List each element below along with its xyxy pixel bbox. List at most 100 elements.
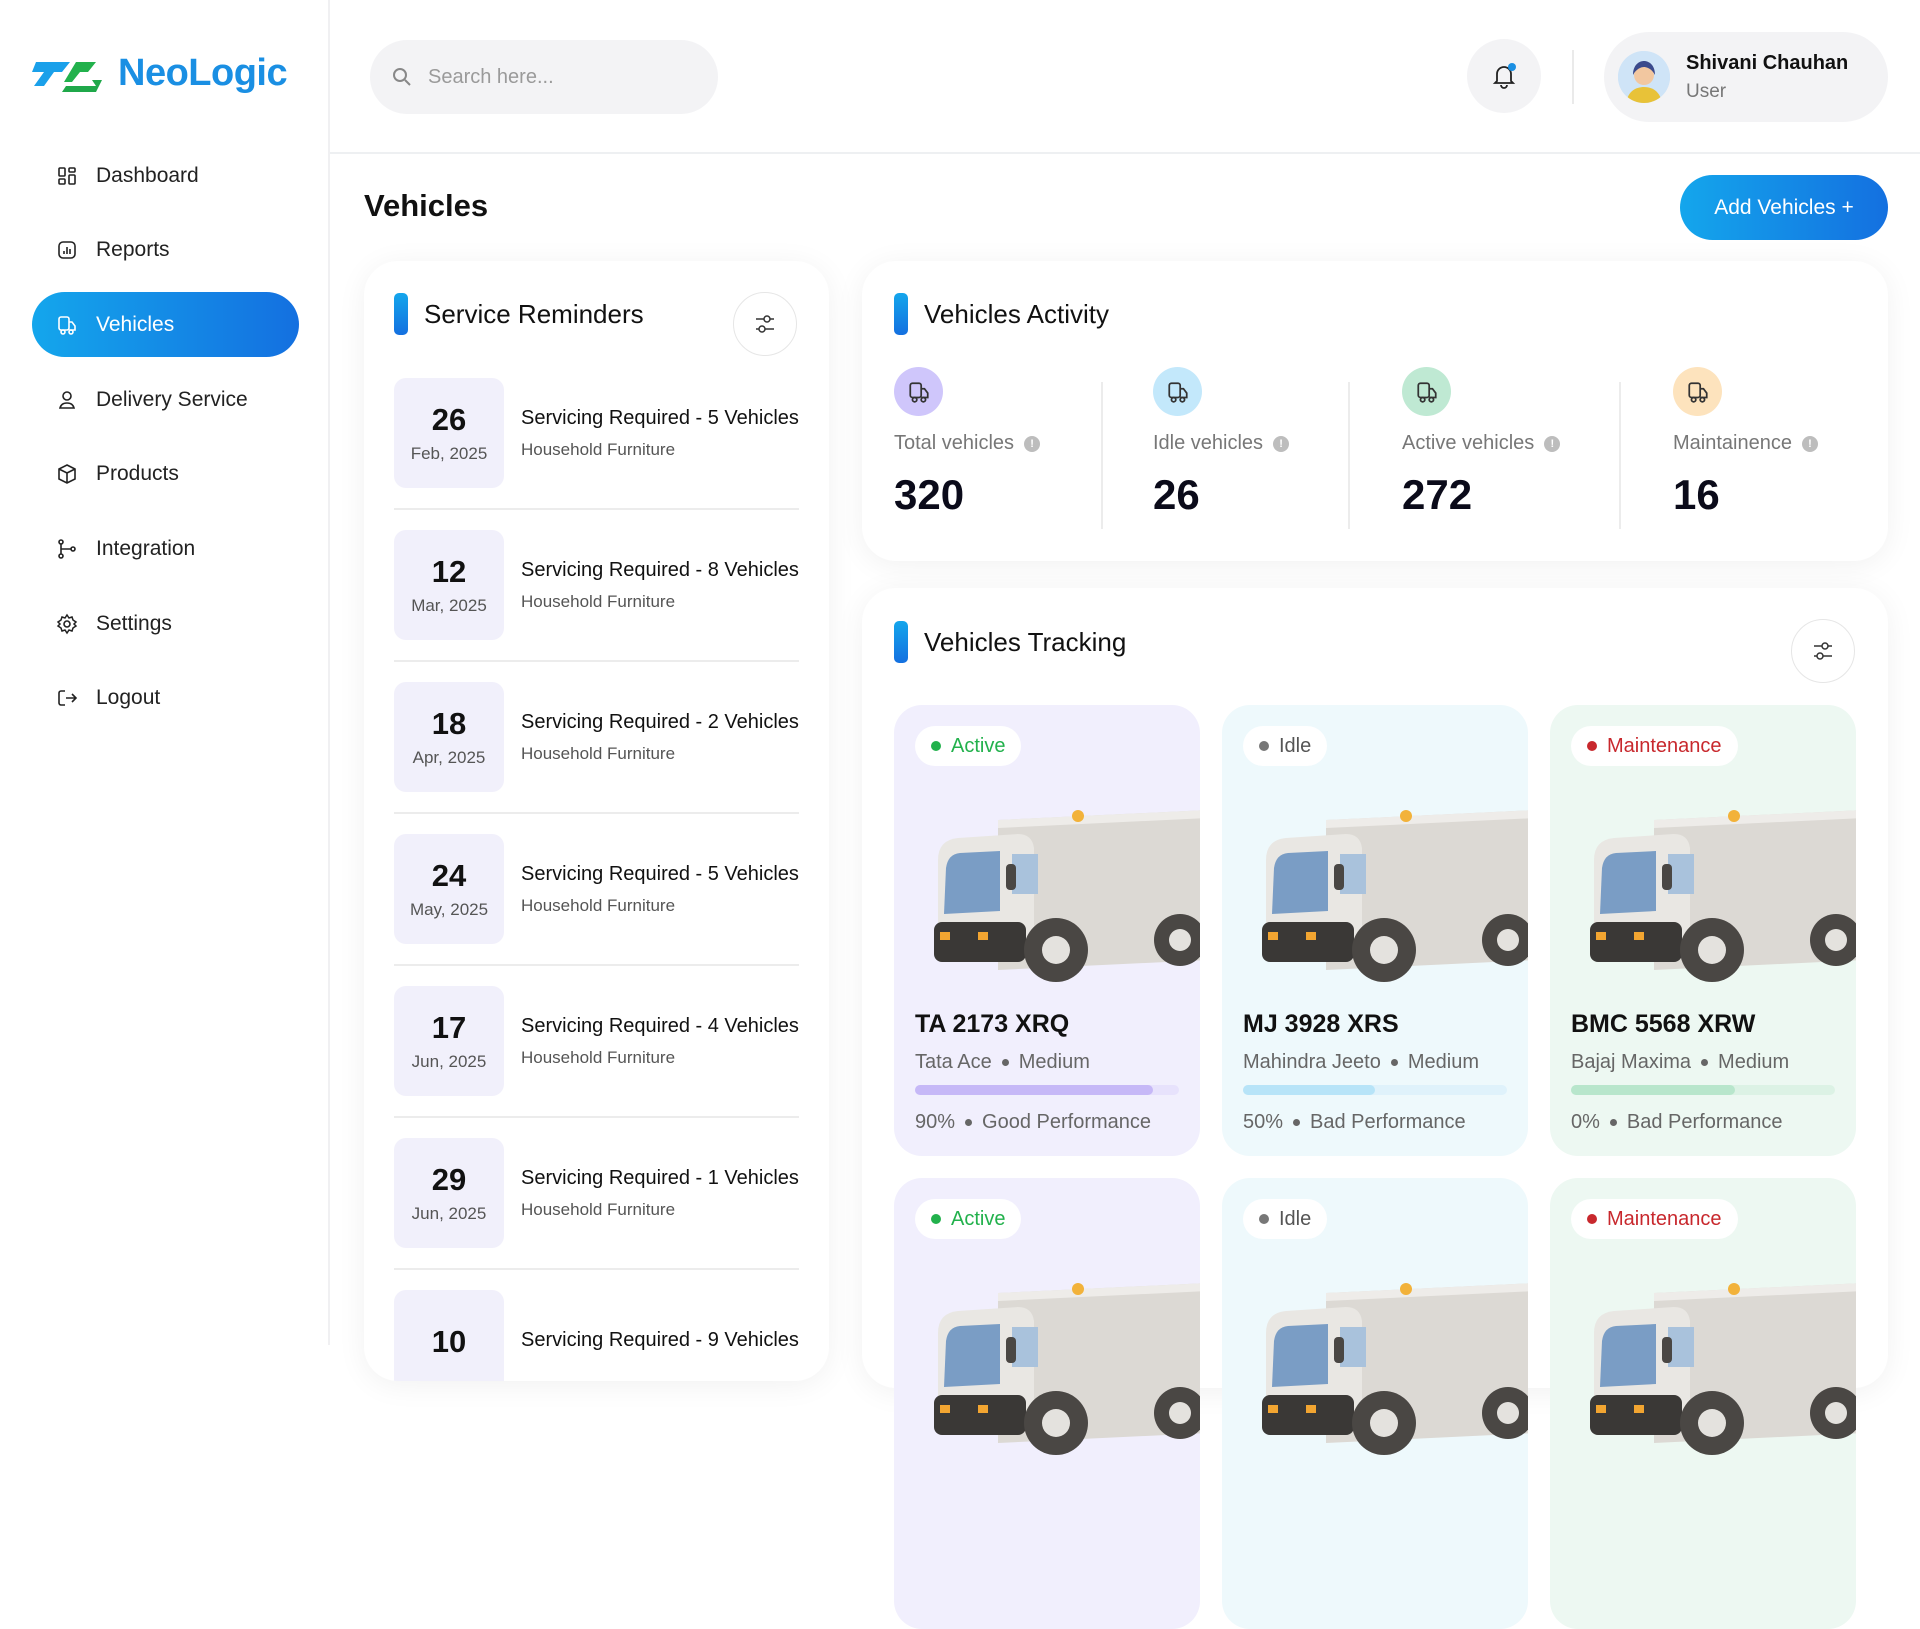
reminder-subtitle: Household Furniture xyxy=(521,591,676,611)
reminder-item[interactable]: 10 Servicing Required - 9 Vehicles xyxy=(394,1290,799,1381)
reminder-item[interactable]: 17 Jun, 2025 Servicing Required - 4 Vehicl… xyxy=(394,986,799,1096)
vehicle-model: Mahindra Jeeto xyxy=(1243,1051,1381,1073)
truck-icon xyxy=(1673,367,1722,416)
divider xyxy=(1572,50,1574,104)
notifications-button[interactable] xyxy=(1467,39,1541,113)
stat-value: 320 xyxy=(894,471,965,518)
sidebar-item-logout[interactable]: Logout xyxy=(32,666,299,731)
status-dot xyxy=(1259,1214,1269,1224)
reminder-day: 12 xyxy=(431,554,467,589)
divider xyxy=(394,1268,799,1270)
separator-dot xyxy=(1701,1059,1709,1066)
avatar xyxy=(1618,51,1670,103)
vehicle-size: Medium xyxy=(1718,1051,1790,1073)
reminder-date: 17 Jun, 2025 xyxy=(394,986,504,1096)
stat-label: Idle vehicles xyxy=(1153,432,1264,454)
reminder-title: Servicing Required - 2 Vehicles xyxy=(521,710,799,733)
vehicle-card[interactable]: Maintenance xyxy=(1550,1178,1856,1629)
sidebar: NeoLogic Dashboard Reports Vehicles Deliver… xyxy=(0,0,330,1345)
status-label: Maintenance xyxy=(1607,734,1722,757)
truck-icon xyxy=(894,367,943,416)
reminder-item[interactable]: 24 May, 2025 Servicing Required - 5 Vehicl… xyxy=(394,834,799,944)
reports-icon xyxy=(58,241,76,259)
performance-bar-fill xyxy=(1243,1085,1375,1095)
vehicle-card[interactable]: Idle MJ 3928 XRS Mahindra Jeeto Medium 50% Ba… xyxy=(1222,705,1528,1156)
vehicle-card[interactable]: Maintenance BMC 5568 XRW Bajaj Maxima Mediu… xyxy=(1550,705,1856,1156)
vehicle-plate: TA 2173 XRQ xyxy=(915,1010,1070,1038)
vehicle-card[interactable]: Active xyxy=(894,1178,1200,1629)
sidebar-item-settings[interactable]: Settings xyxy=(32,591,299,656)
sidebar-item-vehicles[interactable]: Vehicles xyxy=(32,292,299,358)
vehicle-card[interactable]: Idle xyxy=(1222,1178,1528,1629)
stat-value: 16 xyxy=(1673,471,1720,518)
search-input[interactable]: Search here... xyxy=(370,40,718,114)
reminder-item[interactable]: 29 Jun, 2025 Servicing Required - 1 Vehicl… xyxy=(394,1138,799,1248)
separator-dot xyxy=(965,1119,973,1126)
vehicle-card[interactable]: Active TA 2173 XRQ Tata Ace Medium 90% Good P… xyxy=(894,705,1200,1156)
page-title: Vehicles xyxy=(364,188,489,223)
reminder-month: Apr, 2025 xyxy=(412,748,486,767)
vehicles-tracking-card: Vehicles Tracking Active TA 2173 XRQ Tata … xyxy=(862,588,1888,1629)
performance-label: Bad Performance xyxy=(1626,1111,1783,1133)
sidebar-item-delivery-service[interactable]: Delivery Service xyxy=(32,367,299,432)
divider xyxy=(1101,382,1103,529)
reminder-day: 29 xyxy=(431,1162,467,1197)
vehicle-icon xyxy=(58,316,76,335)
user-name: Shivani Chauhan xyxy=(1686,51,1849,74)
reminder-day: 26 xyxy=(431,402,467,437)
status-dot xyxy=(931,1214,941,1224)
truck-image xyxy=(1590,810,1856,982)
info-icon[interactable]: ! xyxy=(1273,435,1290,452)
section-accent xyxy=(394,293,408,335)
stat-total-vehicles: Total vehicles! 320 xyxy=(894,367,1041,519)
reminder-day: 18 xyxy=(431,706,467,741)
truck-image xyxy=(1262,1283,1528,1455)
performance-bar-fill xyxy=(1571,1085,1735,1095)
sidebar-item-label: Reports xyxy=(96,238,170,262)
section-accent xyxy=(894,621,908,663)
header: Search here... Shivani Chauhan User xyxy=(330,0,1920,154)
separator-dot xyxy=(1609,1119,1617,1126)
reminder-item[interactable]: 26 Feb, 2025 Servicing Required - 5 Vehicl… xyxy=(394,378,799,488)
vehicles-tracking-title: Vehicles Tracking xyxy=(924,626,1127,657)
reminders-filter-button[interactable] xyxy=(733,292,797,356)
status-badge: Maintenance xyxy=(1571,726,1738,766)
status-label: Idle xyxy=(1279,734,1312,757)
performance-percent: 0% xyxy=(1571,1111,1600,1133)
info-icon[interactable]: ! xyxy=(1024,435,1041,452)
logo[interactable]: NeoLogic xyxy=(32,52,288,95)
user-profile[interactable]: Shivani Chauhan User xyxy=(1604,32,1888,122)
performance-percent: 50% xyxy=(1243,1111,1284,1133)
truck-icon xyxy=(1402,367,1451,416)
tracking-filter-button[interactable] xyxy=(1791,619,1855,683)
sidebar-item-label: Products xyxy=(96,462,179,486)
status-badge: Active xyxy=(915,726,1022,766)
sidebar-item-integration[interactable]: Integration xyxy=(32,517,299,582)
sidebar-item-dashboard[interactable]: Dashboard xyxy=(32,143,299,208)
reminder-subtitle: Household Furniture xyxy=(521,439,676,459)
sidebar-item-reports[interactable]: Reports xyxy=(32,218,299,283)
search-placeholder: Search here... xyxy=(428,65,554,88)
info-icon[interactable]: ! xyxy=(1544,435,1561,452)
add-vehicles-button[interactable]: Add Vehicles + xyxy=(1680,175,1888,240)
reminder-item[interactable]: 12 Mar, 2025 Servicing Required - 8 Vehicl… xyxy=(394,530,799,640)
truck-image xyxy=(934,810,1200,982)
bell-icon xyxy=(1492,63,1516,89)
status-badge: Idle xyxy=(1243,726,1328,766)
reminder-item[interactable]: 18 Apr, 2025 Servicing Required - 2 Vehicl… xyxy=(394,682,799,792)
status-badge: Active xyxy=(915,1199,1022,1239)
info-icon[interactable]: ! xyxy=(1801,435,1818,452)
user-icon xyxy=(58,390,76,409)
vehicles-activity-title: Vehicles Activity xyxy=(924,298,1109,329)
integration-icon xyxy=(58,539,76,559)
truck-image xyxy=(1590,1283,1856,1455)
sidebar-item-products[interactable]: Products xyxy=(32,442,299,507)
reminder-month: Jun, 2025 xyxy=(411,1204,487,1223)
status-dot xyxy=(1587,741,1597,751)
reminder-title: Servicing Required - 5 Vehicles xyxy=(521,862,799,885)
service-reminders-header: Service Reminders xyxy=(394,293,644,335)
section-accent xyxy=(894,293,908,335)
sidebar-item-label: Vehicles xyxy=(96,312,175,336)
divider xyxy=(1348,382,1350,529)
stat-idle-vehicles: Idle vehicles! 26 xyxy=(1153,367,1290,519)
